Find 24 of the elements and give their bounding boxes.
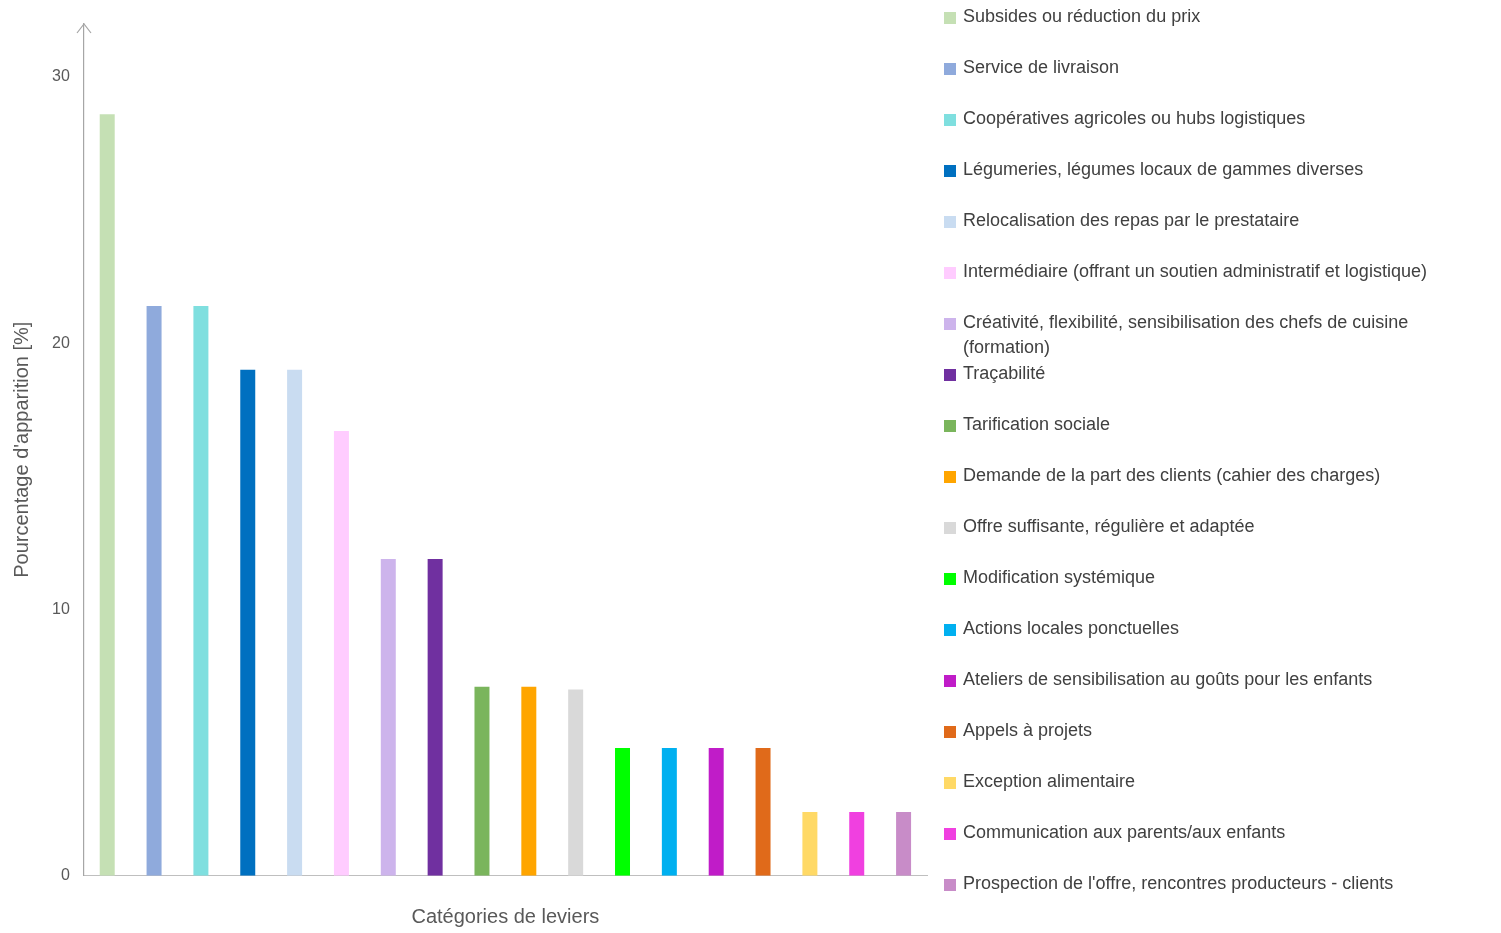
legend-label: Relocalisation des repas par le prestataire (963, 209, 1300, 232)
y-tick-label: 0 (60, 866, 70, 884)
legend-label: Tarification sociale (963, 413, 1111, 436)
legend-label: Offre suffisante, régulière et adaptée (963, 515, 1255, 538)
x-axis-title: Catégories de leviers (411, 904, 600, 927)
legend-label: Ateliers de sensibilisation au goûts pour les enfants (963, 668, 1373, 691)
legend-label: Subsides ou réduction du prix (963, 5, 1201, 28)
legend-label: Actions locales ponctuelles (963, 617, 1180, 640)
legend-label: Créativité, flexibilité, sensibilisation des chefs de cuisine (formation) (963, 311, 1410, 359)
legend-label: Traçabilité (963, 362, 1046, 385)
legend-label: Service de livraison (963, 56, 1120, 79)
legend-label: Intermédiaire (offrant un soutien administratif et logistique) (963, 260, 1427, 283)
legend-label: Communication aux parents/aux enfants (963, 821, 1286, 844)
legend-label: Légumeries, légumes locaux de gammes diverses (963, 158, 1364, 181)
legend-label: Demande de la part des clients (cahier des charges) (963, 464, 1381, 487)
y-tick-label: 20 (52, 333, 70, 351)
y-tick-label: 10 (52, 599, 70, 617)
y-tick-label: 30 (52, 67, 70, 85)
legend-label: Exception alimentaire (963, 770, 1136, 793)
y-axis-title: Pourcentage d'apparition [%] (9, 321, 32, 578)
legend-label: Appels à projets (963, 719, 1093, 742)
legend-label: Prospection de l'offre, rencontres producteurs - clients (963, 872, 1394, 895)
legend-label: Modification systémique (963, 566, 1156, 589)
legend-label: Coopératives agricoles ou hubs logistiques (963, 107, 1306, 130)
